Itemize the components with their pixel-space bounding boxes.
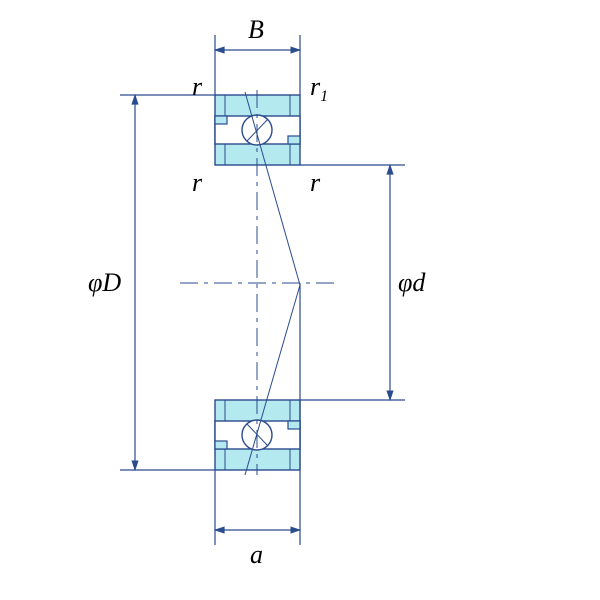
dimension-phid [300, 165, 405, 400]
bearing-diagram [0, 0, 600, 600]
label-r1-top-right: r1 [310, 72, 328, 106]
label-phiD: φD [88, 268, 121, 298]
label-r1-sub: 1 [320, 88, 328, 105]
dimension-phiD [120, 95, 215, 470]
label-r1-r: r [310, 72, 320, 101]
diagram-container: B r r1 r r φD φd a [0, 0, 600, 600]
label-phid: φd [398, 268, 425, 298]
label-a: a [250, 540, 263, 570]
label-B: B [248, 15, 264, 45]
label-r-mid-right: r [310, 168, 320, 198]
label-r-top-left: r [192, 72, 202, 102]
label-r-mid-left: r [192, 168, 202, 198]
